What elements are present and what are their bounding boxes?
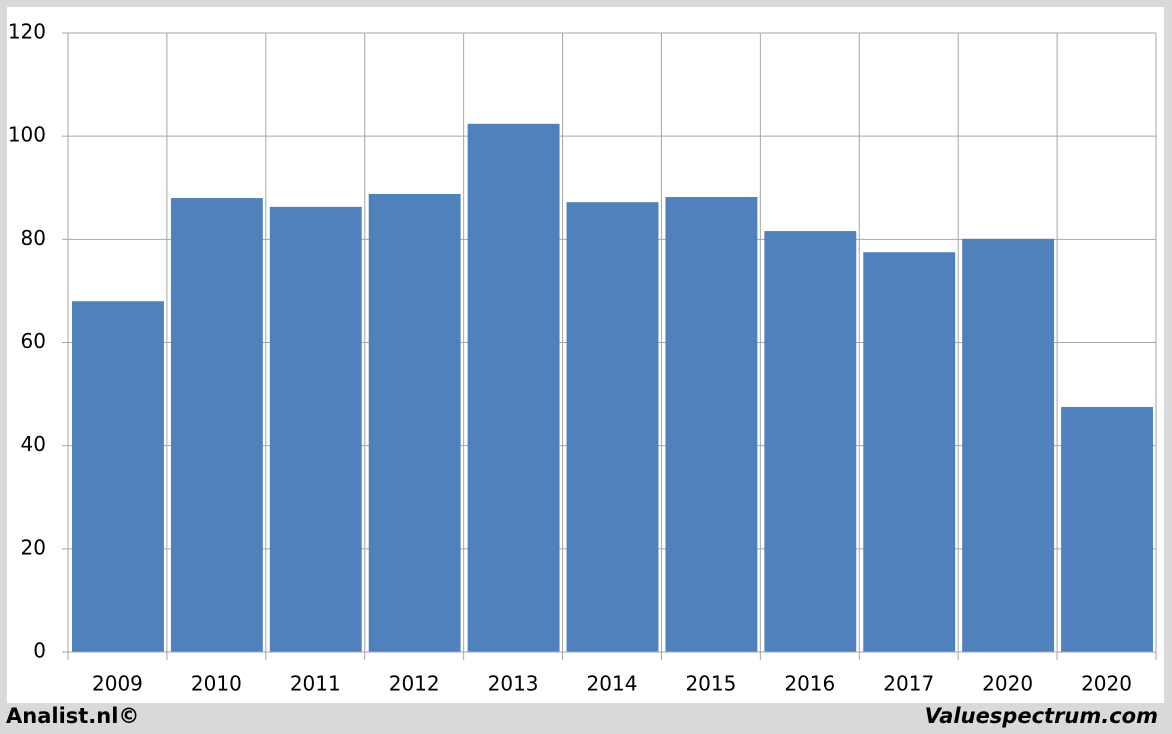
bar bbox=[467, 123, 560, 652]
x-tick-label: 2016 bbox=[784, 672, 835, 696]
bar bbox=[566, 202, 659, 652]
x-tick-label: 2012 bbox=[389, 672, 440, 696]
bar bbox=[764, 231, 857, 652]
bar bbox=[1061, 406, 1153, 652]
x-tick-label: 2017 bbox=[883, 672, 934, 696]
x-tick-label: 2013 bbox=[488, 672, 539, 696]
y-tick-label: 40 bbox=[21, 432, 46, 456]
bar bbox=[863, 252, 956, 652]
footer-right: Valuespectrum.com bbox=[925, 704, 1158, 728]
bar bbox=[170, 198, 263, 653]
x-tick-label: 2015 bbox=[685, 672, 736, 696]
bar bbox=[368, 193, 461, 652]
x-tick-label: 2011 bbox=[290, 672, 341, 696]
y-tick-label: 20 bbox=[21, 535, 46, 559]
bar bbox=[962, 238, 1055, 652]
y-tick-label: 0 bbox=[33, 639, 46, 663]
bar bbox=[665, 197, 758, 652]
x-tick-label: 2020 bbox=[1081, 672, 1132, 696]
bar bbox=[269, 206, 362, 653]
bar bbox=[72, 301, 164, 652]
y-tick-label: 60 bbox=[21, 329, 46, 353]
x-tick-label: 2020 bbox=[982, 672, 1033, 696]
x-tick-label: 2009 bbox=[92, 672, 143, 696]
y-tick-label: 100 bbox=[8, 123, 46, 147]
x-tick-label: 2010 bbox=[191, 672, 242, 696]
y-tick-label: 80 bbox=[21, 226, 46, 250]
y-tick-label: 120 bbox=[8, 20, 46, 44]
x-tick-label: 2014 bbox=[587, 672, 638, 696]
footer-left: Analist.nl© bbox=[6, 704, 139, 728]
